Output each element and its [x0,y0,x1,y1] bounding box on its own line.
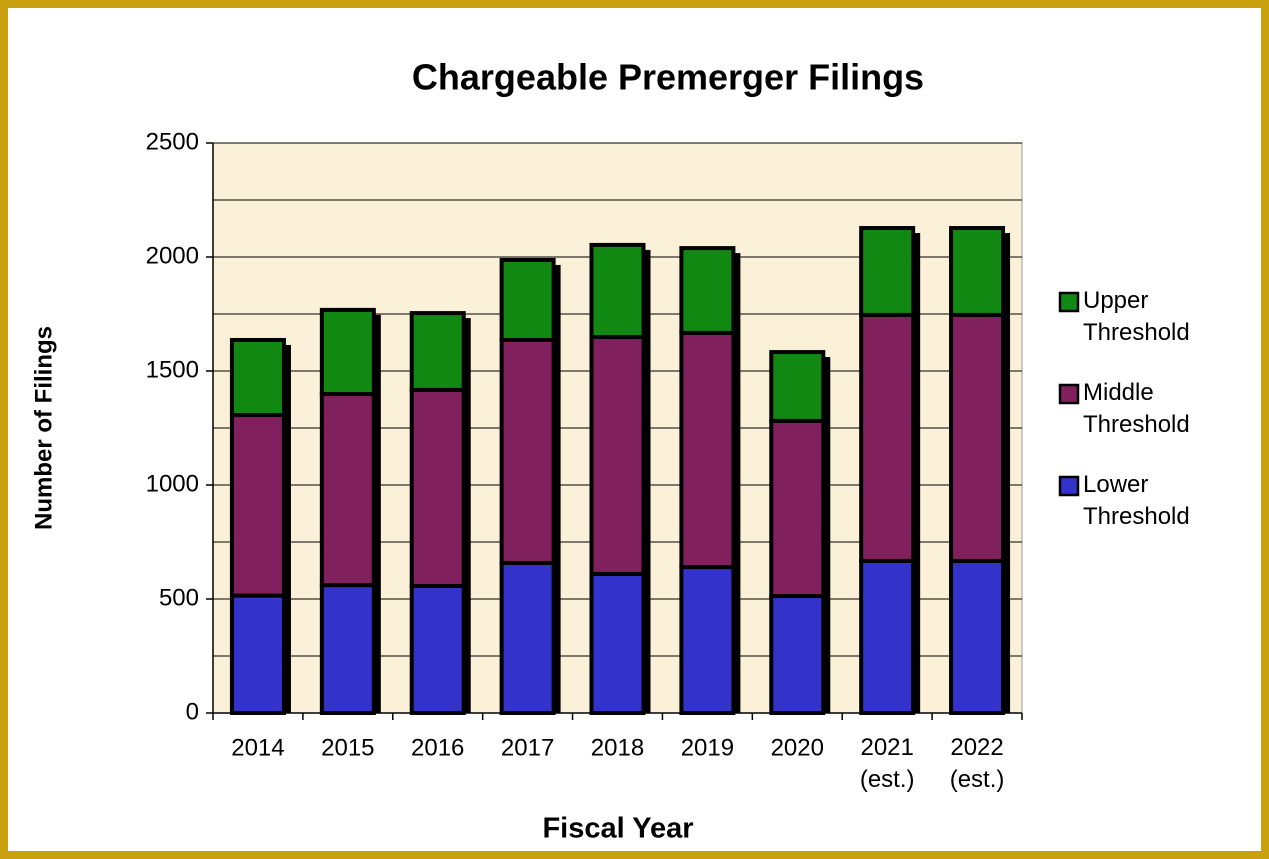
bar-segment [679,246,736,335]
bar-segment [409,311,466,392]
legend-swatch [1058,475,1080,497]
bar-segment [409,584,466,716]
bar-segment [229,413,286,598]
legend-swatch [1058,291,1080,313]
bar-segment [319,307,376,397]
x-tick-label: 2019 [681,734,734,761]
x-tick-label: 2022 (est.) [950,734,1005,793]
bar-segment [859,312,916,563]
bar-segment [229,337,286,418]
bar-segment [679,330,736,570]
legend-swatch [1058,383,1080,405]
y-tick-label: 500 [159,584,199,611]
bar-segment [499,337,556,565]
bar-segment [499,560,556,716]
y-axis-title: Number of Filings [30,326,57,530]
chart-title: Chargeable Premerger Filings [412,57,924,98]
x-tick-label: 2020 [771,734,824,761]
legend-label: Lower Threshold [1083,471,1190,530]
legend-label: Upper Threshold [1083,287,1190,346]
x-tick-label: 2017 [501,734,554,761]
bar-segment [319,583,376,715]
bar-segment [769,594,826,716]
x-tick-label: 2015 [321,734,374,761]
bar-segment [589,335,646,576]
y-tick-label: 1500 [146,356,199,383]
bar-segment [229,593,286,716]
bar-segment [319,392,376,588]
y-tick-label: 1000 [146,470,199,497]
bar-segment [589,242,646,340]
bar-segment [409,387,466,589]
x-axis-title: Fiscal Year [542,813,693,845]
x-tick-label: 2018 [591,734,644,761]
y-tick-label: 2500 [146,128,199,155]
bar-segment [499,257,556,342]
legend-label: Middle Threshold [1083,379,1190,438]
x-tick-label: 2016 [411,734,464,761]
bar-segment [859,226,916,317]
y-tick-label: 0 [186,698,199,725]
bar-segment [589,571,646,715]
x-tick-label: 2021 (est.) [860,734,915,793]
x-tick-label: 2014 [231,734,284,761]
bar-segment [949,558,1006,716]
bar-segment [859,558,916,716]
bar-segment [949,226,1006,317]
bar-segment [679,565,736,716]
bar-segment [769,350,826,423]
y-tick-label: 2000 [146,242,199,269]
bar-segment [949,312,1006,563]
bar-segment [769,418,826,599]
